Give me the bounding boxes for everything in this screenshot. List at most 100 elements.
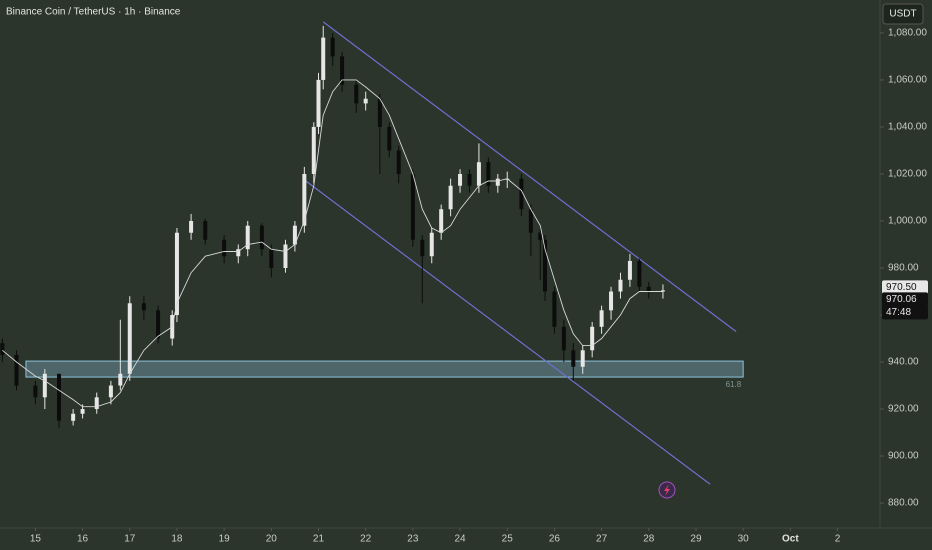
candle-body xyxy=(236,249,241,257)
candle-body xyxy=(174,232,179,316)
candle-body xyxy=(269,249,274,268)
candle-body xyxy=(354,84,359,104)
x-tick-label: Oct xyxy=(782,534,799,545)
x-tick-label: 2 xyxy=(835,534,841,545)
candle-body xyxy=(71,413,76,421)
currency-label: USDT xyxy=(889,9,916,20)
chart-title: Binance Coin / TetherUS · 1h · Binance xyxy=(6,7,181,18)
candle-body xyxy=(486,162,491,186)
y-tick-label: 1,000.00 xyxy=(888,216,927,227)
candle-body xyxy=(467,173,472,186)
x-tick-label: 27 xyxy=(596,534,608,545)
candle-body xyxy=(448,185,453,210)
candle-body xyxy=(599,310,604,327)
y-tick-label: 920.00 xyxy=(888,404,919,415)
candle-body xyxy=(458,173,463,186)
price-label: 970.06 xyxy=(886,294,917,305)
candle-body xyxy=(118,373,123,386)
candle-body xyxy=(410,173,415,240)
candle-body xyxy=(637,260,642,287)
candle-body xyxy=(627,260,632,280)
countdown-box xyxy=(882,305,928,320)
candle-body xyxy=(429,232,434,257)
y-tick-label: 1,040.00 xyxy=(888,122,927,133)
x-tick-label: 20 xyxy=(266,534,278,545)
y-tick-label: 940.00 xyxy=(888,357,919,368)
x-tick-label: 17 xyxy=(124,534,136,545)
y-tick-label: 1,060.00 xyxy=(888,75,927,86)
candle-body xyxy=(439,209,444,233)
candle-body xyxy=(363,98,368,104)
support-zone xyxy=(25,360,744,378)
x-tick-label: 25 xyxy=(502,534,514,545)
y-tick-label: 900.00 xyxy=(888,451,919,462)
candle-body xyxy=(203,220,208,240)
x-tick-label: 29 xyxy=(690,534,702,545)
candle-body xyxy=(420,239,425,257)
candle-body xyxy=(311,126,316,174)
candle-body xyxy=(538,232,543,240)
x-tick-label: 19 xyxy=(219,534,231,545)
candle-body xyxy=(292,225,297,245)
candle-body xyxy=(141,303,146,311)
candle-body xyxy=(259,225,264,250)
candle-body xyxy=(476,162,481,186)
price-label-box xyxy=(882,280,928,295)
candle-body xyxy=(94,397,99,410)
countdown: 47:48 xyxy=(886,307,911,318)
candle-body xyxy=(580,350,585,367)
candle-body xyxy=(283,244,288,268)
candle-body xyxy=(316,79,321,127)
candle-body xyxy=(519,178,524,210)
currency-box xyxy=(882,3,924,25)
candle-body xyxy=(609,291,614,311)
zone-label: 61.8 xyxy=(726,380,742,389)
candle-body xyxy=(571,350,576,367)
candle-body xyxy=(330,37,335,57)
candle-body xyxy=(222,239,227,257)
candle-body xyxy=(56,373,61,421)
price-label-box xyxy=(882,292,928,307)
candle-body xyxy=(618,279,623,292)
candle-body xyxy=(0,343,5,355)
y-tick-label: 880.00 xyxy=(888,498,919,509)
candle-body xyxy=(321,37,326,80)
x-tick-label: 26 xyxy=(549,534,561,545)
candle-body xyxy=(156,310,161,339)
candle-body xyxy=(396,150,401,174)
candle-body xyxy=(127,303,132,374)
x-tick-label: 28 xyxy=(643,534,655,545)
x-tick-label: 15 xyxy=(30,534,42,545)
x-tick-label: 22 xyxy=(360,534,372,545)
x-tick-label: 30 xyxy=(738,534,750,545)
candle-body xyxy=(302,173,307,226)
candle-body xyxy=(42,373,47,398)
x-tick-label: 21 xyxy=(313,534,325,545)
channel-line xyxy=(322,21,737,332)
x-tick-label: 23 xyxy=(407,534,419,545)
candle-body xyxy=(542,239,547,292)
candle-body xyxy=(14,354,19,386)
candle-body xyxy=(387,126,392,151)
candle-body xyxy=(590,326,595,351)
candle-body xyxy=(33,385,38,398)
y-tick-label: 1,020.00 xyxy=(888,169,927,180)
candle-body xyxy=(80,409,85,414)
x-tick-label: 16 xyxy=(77,534,89,545)
price-label: 970.50 xyxy=(886,282,917,293)
candle-body xyxy=(377,98,382,127)
channel-line xyxy=(303,179,711,485)
candle-body xyxy=(646,286,651,292)
alert-icon[interactable] xyxy=(658,481,676,499)
moving-average xyxy=(2,79,663,408)
y-tick-label: 980.00 xyxy=(888,263,919,274)
candle-body xyxy=(495,178,500,186)
candle-body xyxy=(552,291,557,327)
candle-body xyxy=(340,56,345,85)
candle-body xyxy=(660,290,665,292)
candle-body xyxy=(528,209,533,233)
candle-body xyxy=(189,220,194,233)
candle-body xyxy=(245,225,250,250)
